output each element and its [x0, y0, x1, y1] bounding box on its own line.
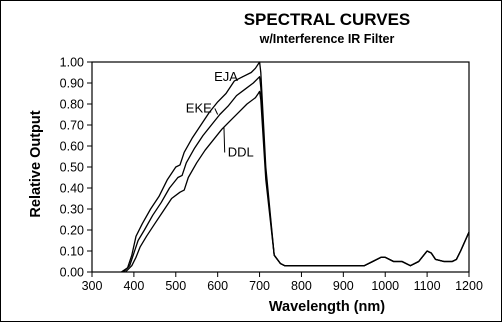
- y-tick-label: 0.10: [60, 245, 84, 259]
- y-tick-label: 0.00: [60, 266, 84, 280]
- x-tick-label: 300: [82, 279, 103, 293]
- x-tick-label: 900: [333, 279, 354, 293]
- plot-area: 0.00 0.10 0.20 0.30 0.40 0.50 0.60 0.70 0.80 0.90…: [60, 56, 483, 294]
- y-tick-label: 0.80: [60, 98, 84, 112]
- x-axis-label: Wavelength (nm): [269, 299, 385, 315]
- chart-title: SPECTRAL CURVES: [244, 10, 411, 29]
- chart-subtitle: w/Interference IR Filter: [259, 32, 395, 46]
- y-tick-label: 0.70: [60, 119, 84, 133]
- y-axis-label: Relative Output: [28, 110, 44, 217]
- plot-border: [91, 61, 470, 273]
- series-label-leader: [214, 108, 219, 115]
- series-line-ddl: [125, 90, 470, 273]
- x-tick-label: 1200: [455, 279, 483, 293]
- x-tick-label: 800: [291, 279, 312, 293]
- series-label-leader: [223, 127, 226, 153]
- x-tick-label: 600: [207, 279, 228, 293]
- y-tick-label: 0.30: [60, 203, 84, 217]
- y-tick-label: 1.00: [60, 56, 84, 70]
- y-tick-label: 0.50: [60, 161, 84, 175]
- x-tick-label: 1000: [371, 279, 399, 293]
- x-tick-label: 400: [123, 279, 144, 293]
- y-tick-label: 0.60: [60, 140, 84, 154]
- series-label-eke: EKE: [186, 100, 212, 115]
- series-line-eke: [122, 76, 470, 273]
- y-tick-label: 0.20: [60, 224, 84, 238]
- x-tick-label: 500: [165, 279, 186, 293]
- x-tick-label: 700: [249, 279, 270, 293]
- series-label-eja: EJA: [214, 69, 238, 84]
- y-tick-label: 0.40: [60, 182, 84, 196]
- x-tick-label: 1100: [414, 279, 441, 293]
- series-label-ddl: DDL: [228, 145, 254, 160]
- series-line-eja: [120, 61, 470, 273]
- y-tick-label: 0.90: [60, 77, 84, 91]
